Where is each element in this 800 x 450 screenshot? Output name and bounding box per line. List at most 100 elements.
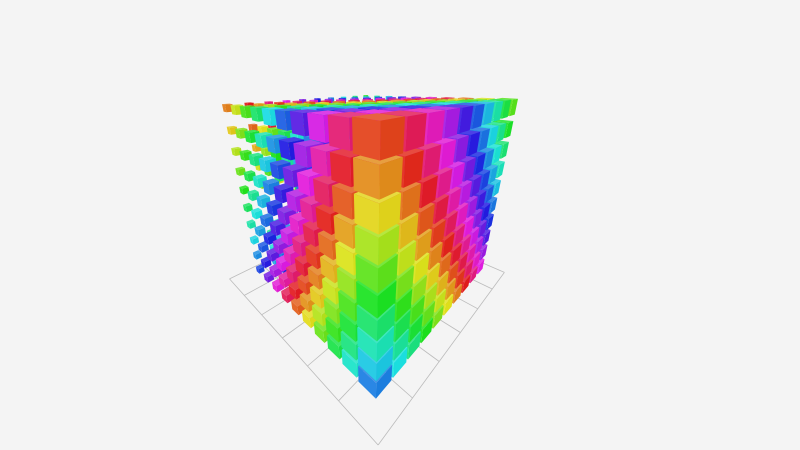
cube-mark[interactable] [257, 241, 269, 253]
cube-face [334, 108, 368, 113]
cube-face [343, 103, 363, 105]
cube-mark[interactable] [249, 235, 260, 245]
cube-face [239, 149, 252, 153]
cube-face [260, 259, 266, 269]
cube-face [380, 110, 427, 117]
cube-face [437, 271, 449, 296]
cube-face [459, 105, 474, 134]
cube-face [429, 242, 443, 271]
cube-face [411, 96, 421, 98]
cube-face [314, 98, 321, 99]
cube-face [393, 329, 409, 361]
cube-mark[interactable] [252, 250, 262, 260]
cube-face [291, 300, 299, 316]
cube-face [409, 314, 423, 343]
cube-face [242, 204, 247, 213]
cube-face [310, 147, 328, 177]
cube-face [458, 252, 468, 273]
cube-face [489, 197, 498, 214]
cube-face [265, 136, 276, 154]
cube-face [374, 96, 383, 98]
cube-face [255, 252, 262, 260]
cube-face [274, 104, 292, 107]
cube-face [431, 102, 458, 105]
cube-face [278, 137, 304, 143]
cube-face [249, 107, 259, 122]
cube-face [280, 230, 289, 246]
cube-face [476, 236, 484, 254]
cube-mark[interactable] [255, 264, 265, 274]
cube-face [289, 111, 305, 137]
cube-face [416, 103, 446, 107]
cube-face [283, 249, 292, 265]
cube-face [403, 150, 424, 188]
cube-face [456, 269, 466, 289]
cube-face [230, 105, 236, 115]
cube-face [226, 126, 232, 135]
cube-face [239, 106, 247, 119]
cube-face [281, 291, 288, 304]
cube-face [351, 96, 359, 98]
cube-face [396, 289, 413, 322]
cube-face [253, 103, 265, 105]
cube-face [453, 284, 463, 304]
cube-face [294, 258, 305, 277]
cube-face [327, 114, 351, 151]
cube-face [424, 100, 446, 103]
cube-face [420, 175, 438, 209]
cube-face [454, 102, 485, 106]
cube-face [340, 332, 357, 361]
cube-face [483, 102, 495, 126]
cube-face [269, 162, 280, 180]
cube-face [244, 131, 251, 144]
cube-face [376, 99, 389, 101]
cube-mark[interactable] [246, 219, 257, 229]
cube-face [421, 318, 434, 344]
cube-face [251, 124, 259, 132]
cube-face [319, 257, 335, 284]
cube-face [355, 255, 379, 294]
cube-face [239, 151, 245, 161]
cube-face [398, 241, 417, 276]
cube-face [346, 101, 361, 103]
cube-face [235, 168, 240, 176]
cube-face [467, 98, 487, 101]
cube-face [493, 180, 501, 197]
cube-face [256, 197, 263, 209]
cube-face [418, 203, 435, 236]
cube-face [264, 259, 272, 269]
cube-face [331, 185, 353, 220]
cube-face [248, 124, 253, 132]
cube-face [246, 221, 251, 229]
cube-face [235, 128, 241, 139]
cube-face [288, 284, 297, 300]
cube-mark[interactable] [248, 123, 259, 132]
cube-face [479, 220, 487, 238]
cube-face [254, 133, 263, 149]
cube-face [440, 139, 457, 170]
cube-face [249, 106, 269, 109]
cube-face [359, 103, 383, 107]
cube-face [466, 101, 495, 104]
cube-face [377, 280, 397, 319]
cube-face [309, 287, 322, 309]
cube-face [467, 131, 481, 157]
cube-face [269, 222, 277, 236]
cube-face [248, 154, 255, 167]
cube-face [266, 251, 272, 262]
cube-face [505, 121, 514, 139]
cube-mark[interactable] [352, 113, 405, 161]
cube-face [259, 213, 273, 220]
cube-face [492, 119, 514, 123]
cube-face [239, 187, 244, 195]
cube-face [356, 305, 378, 342]
cube-face [442, 232, 455, 258]
cube-face [433, 305, 444, 329]
cube-face [246, 219, 256, 224]
cube-face [430, 98, 446, 100]
cube-face [462, 275, 471, 294]
cube-face [357, 327, 377, 363]
cube-face [487, 98, 512, 101]
